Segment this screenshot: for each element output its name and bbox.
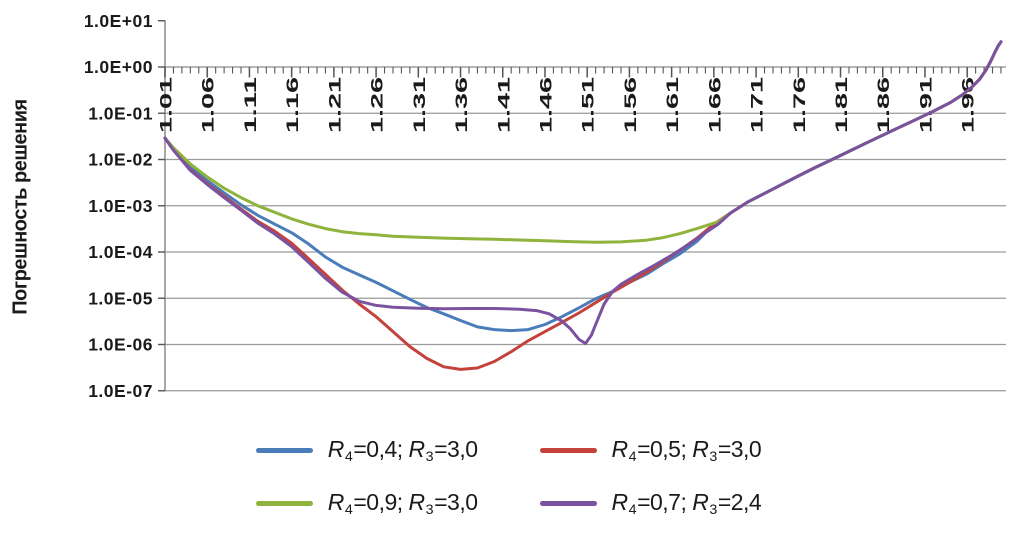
y-tick-label: 1.0E-07 xyxy=(88,381,153,401)
legend-swatch-purple xyxy=(539,500,597,506)
legend-label-part: R xyxy=(408,436,426,462)
x-tick-label: 1.01 xyxy=(157,77,176,133)
legend-label-part: 4 xyxy=(344,448,353,465)
legend-label-part: =0,7; xyxy=(637,488,693,515)
x-tick-label: 1.71 xyxy=(748,77,767,133)
legend-label-red: R4=0,5; R3=3,0 xyxy=(612,436,762,465)
y-tick-label: 1.0E+00 xyxy=(84,57,153,77)
legend-label-part: R xyxy=(408,488,426,515)
y-tick-label: 1.0E-05 xyxy=(88,288,153,308)
x-tick-label: 1.41 xyxy=(494,77,513,133)
legend-label-part: 4 xyxy=(628,448,637,465)
legend-label-part: 3 xyxy=(709,501,717,518)
y-tick-label: 1.0E+01 xyxy=(84,11,153,31)
legend-label-part: =3,0 xyxy=(434,488,478,515)
series-lines xyxy=(163,40,1003,371)
x-tick-label: 1.36 xyxy=(452,77,471,133)
y-tick-label: 1.0E-02 xyxy=(88,150,153,170)
legend-label-green: R4=0,9; R3=3,0 xyxy=(328,489,478,518)
y-axis xyxy=(158,20,166,392)
series-line-green xyxy=(163,40,1003,244)
legend-label-part: 4 xyxy=(628,501,637,518)
legend-label-part: =3,0 xyxy=(434,436,478,462)
legend-label-part: =2,4 xyxy=(717,488,762,515)
x-tick-label: 1.16 xyxy=(283,77,302,133)
x-tick-labels: 1.01 1.06 1.11 1.16 1.21 1.26 1.31 1.36 1.41 1.46… xyxy=(157,77,978,133)
series-line-purple xyxy=(163,40,1003,345)
legend-label-part: 3 xyxy=(709,448,717,465)
x-tick-label: 1.51 xyxy=(579,77,598,133)
x-tick-label: 1.86 xyxy=(874,77,893,133)
y-tick-labels: 1.0E+01 1.0E+00 1.0E-01 1.0E-02 1.0E-03 1.0E-… xyxy=(84,11,153,401)
line-chart-canvas: 1.0E+01 1.0E+00 1.0E-01 1.0E-02 1.0E-03 1.0E-… xyxy=(84,11,1006,401)
x-tick-label: 1.06 xyxy=(199,77,218,133)
x-tick-label: 1.21 xyxy=(325,77,344,133)
x-tick-label: 1.96 xyxy=(959,77,978,133)
legend-swatch-blue xyxy=(255,447,313,453)
legend-label-part: =3,0 xyxy=(717,436,762,462)
legend-label-part: 3 xyxy=(425,448,434,465)
y-tick-label: 1.0E-04 xyxy=(88,242,153,262)
y-tick-label: 1.0E-01 xyxy=(88,103,153,123)
y-tick-label: 1.0E-03 xyxy=(88,196,153,216)
legend-item-red: R4=0,5; R3=3,0 xyxy=(539,436,762,465)
x-tick-label: 1.61 xyxy=(663,77,682,133)
legend-label-part: 4 xyxy=(344,501,353,518)
x-tick-label: 1.91 xyxy=(916,77,935,133)
legend-label-purple: R4=0,7; R3=2,4 xyxy=(612,489,762,518)
legend-label-part: R xyxy=(327,488,345,515)
legend-item-green: R4=0,9; R3=3,0 xyxy=(255,489,478,518)
legend-label-part: R xyxy=(611,436,629,462)
x-tick-label: 1.56 xyxy=(621,77,640,133)
y-tick-label: 1.0E-06 xyxy=(88,335,153,355)
x-tick-label: 1.81 xyxy=(832,77,851,133)
legend-label-part: R xyxy=(611,488,629,515)
x-tick-label: 1.46 xyxy=(536,77,555,133)
legend-item-purple: R4=0,7; R3=2,4 xyxy=(539,489,762,518)
x-tick-label: 1.26 xyxy=(368,77,387,133)
y-axis-title: Погрешность решения xyxy=(9,99,32,315)
legend-swatch-red xyxy=(539,447,597,453)
legend-label-part: =0,9; xyxy=(353,488,409,515)
legend-label-blue: R4=0,4; R3=3,0 xyxy=(328,436,478,465)
legend-swatch-green xyxy=(255,500,313,506)
x-tick-label: 1.11 xyxy=(241,77,260,133)
x-tick-label: 1.31 xyxy=(410,77,429,133)
x-tick-label: 1.76 xyxy=(790,77,809,133)
chart-legend: R4=0,4; R3=3,0 R4=0,5; R3=3,0 R4=0,9; R3=3… xyxy=(0,436,1017,518)
legend-item-blue: R4=0,4; R3=3,0 xyxy=(255,436,478,465)
x-tick-label: 1.66 xyxy=(705,77,724,133)
legend-label-part: R xyxy=(692,436,709,462)
legend-label-part: =0,5; xyxy=(637,436,693,462)
legend-label-part: R xyxy=(327,436,345,462)
legend-label-part: R xyxy=(692,488,709,515)
x-axis xyxy=(164,67,1002,78)
legend-label-part: =0,4; xyxy=(353,436,409,462)
legend-label-part: 3 xyxy=(425,501,434,518)
